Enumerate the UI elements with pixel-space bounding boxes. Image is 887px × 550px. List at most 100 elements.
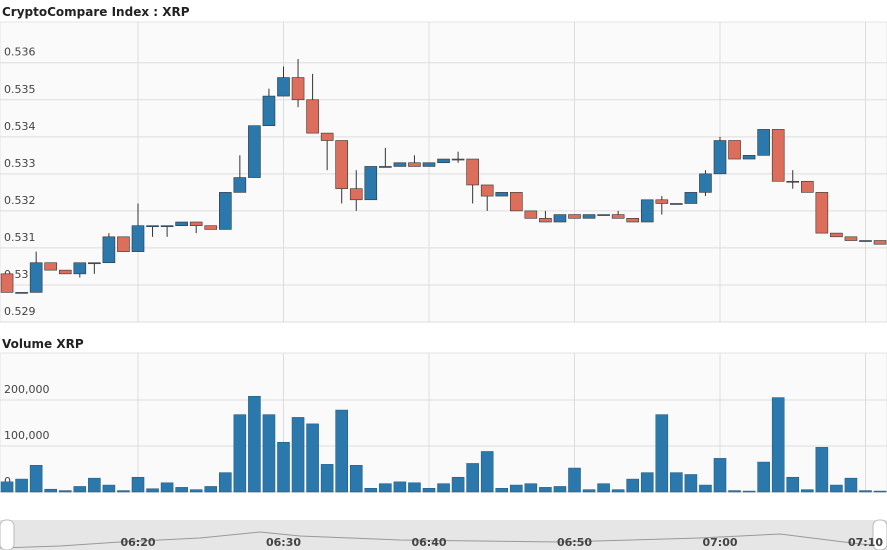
bar (713, 458, 727, 493)
y-tick-label: 200,000 (4, 383, 50, 396)
candle-body (29, 262, 43, 293)
candle-body (15, 292, 28, 294)
y-tick-label: 0.534 (4, 120, 36, 133)
candle-body (728, 140, 741, 160)
bar (88, 477, 101, 493)
x-tick-label: 07:00 (702, 536, 737, 549)
bar (451, 476, 465, 493)
bar (291, 417, 305, 493)
bar (58, 490, 72, 493)
candle-body (771, 129, 785, 182)
bar (553, 486, 567, 493)
bar (873, 490, 887, 493)
candle-body (44, 262, 58, 271)
candle-body (146, 225, 159, 228)
y-tick-label: 0.535 (4, 83, 36, 96)
bar (699, 484, 712, 493)
candle-body (670, 203, 683, 205)
x-tick-label: 06:20 (120, 536, 155, 549)
candle-body (306, 99, 319, 134)
candle-body (219, 192, 232, 230)
chart-title: Volume XRP (2, 337, 84, 351)
navigator[interactable] (0, 520, 887, 550)
navigator-handle[interactable] (0, 519, 15, 550)
x-tick-label: 06:50 (557, 536, 592, 549)
candle-body (640, 199, 654, 223)
candle-body (611, 214, 625, 219)
candle-body (757, 129, 770, 156)
chart-title: CryptoCompare Index : XRP (2, 5, 190, 19)
y-tick-label: 0.529 (4, 305, 36, 318)
y-tick-label: 0 (4, 475, 11, 488)
candle-body (844, 236, 858, 241)
bar (655, 414, 669, 493)
y-tick-label: 0.532 (4, 194, 36, 207)
candle-body (815, 192, 829, 234)
bar (0, 481, 14, 493)
bar (466, 463, 479, 493)
bar (204, 486, 218, 493)
bar (349, 465, 363, 493)
candle-body (393, 162, 407, 167)
candle-body (495, 192, 509, 197)
candle-body (349, 188, 363, 201)
candle-body (408, 162, 421, 167)
x-tick-label: 06:40 (411, 536, 446, 549)
bar (437, 483, 450, 493)
bar (160, 482, 174, 493)
candle-body (699, 173, 712, 193)
candle-body (131, 225, 145, 252)
candle-body (830, 232, 843, 238)
bar (15, 478, 28, 493)
candle-body (553, 214, 567, 223)
candle-body (597, 214, 610, 216)
bar (306, 423, 319, 493)
candle-body (58, 269, 72, 275)
candle-body (539, 217, 552, 223)
bar (786, 476, 800, 493)
candle-body (335, 140, 349, 189)
bar (277, 441, 290, 493)
bar (742, 490, 756, 493)
x-tick-label: 07:10 (848, 536, 883, 549)
candle-body (859, 240, 872, 242)
bar (335, 409, 349, 493)
bar (219, 472, 232, 493)
candle-body (189, 221, 203, 227)
candle-body (364, 166, 378, 201)
x-tick-label: 06:30 (266, 536, 301, 549)
bar (248, 395, 261, 493)
bar (524, 483, 538, 493)
bar (320, 464, 334, 493)
candle-body (713, 140, 727, 175)
bar (830, 484, 843, 493)
bar (393, 481, 407, 493)
navigator-line (0, 531, 887, 549)
candle-body (73, 262, 87, 275)
bar (379, 483, 392, 493)
bar (146, 488, 159, 493)
navigator-handle[interactable] (872, 519, 887, 550)
candle-body (422, 162, 436, 167)
candle-body (291, 77, 305, 101)
price-panel (0, 21, 887, 323)
bar (509, 484, 523, 493)
candle-body (509, 192, 523, 212)
bar (495, 488, 509, 493)
y-tick-label: 0.531 (4, 231, 36, 244)
candle-body (117, 236, 130, 252)
candle-body (524, 210, 538, 219)
bar (422, 488, 436, 493)
candle-body (102, 236, 116, 264)
candle-body (582, 214, 596, 219)
bar (364, 488, 378, 493)
candle-body (160, 225, 174, 228)
bar (29, 465, 43, 493)
candle-body (655, 199, 669, 204)
bar (539, 487, 552, 493)
bar (684, 474, 698, 493)
bar (175, 487, 188, 493)
y-tick-label: 0.533 (4, 157, 36, 170)
candle-body (466, 158, 479, 186)
